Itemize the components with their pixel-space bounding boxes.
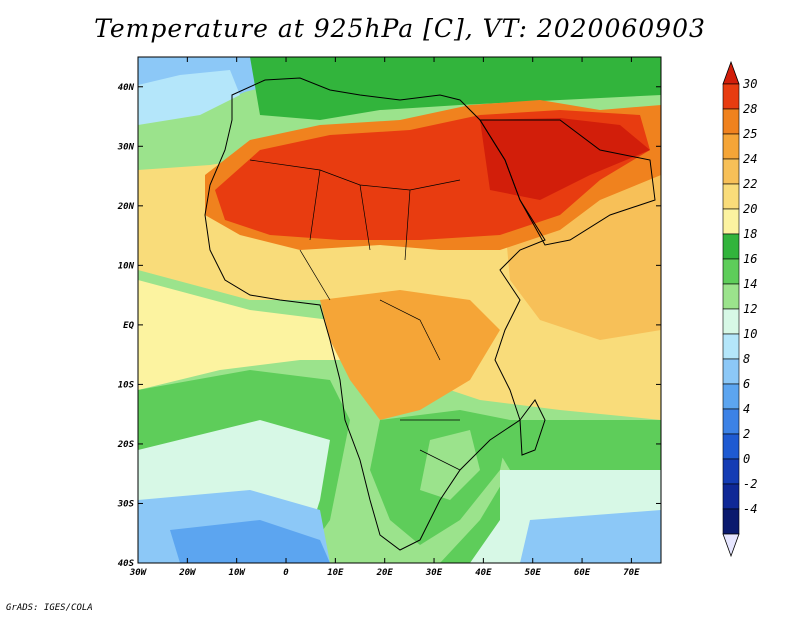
field-indian-ocean-south	[520, 510, 661, 563]
colorbar-level-label: -2	[743, 477, 757, 491]
lon-tick-label: 60E	[574, 568, 591, 578]
lat-tick-label: 40S	[118, 559, 135, 569]
colorbar-segment	[722, 158, 740, 185]
colorbar-segment	[722, 208, 740, 235]
colorbar-level-label: 30	[742, 77, 757, 91]
lon-tick-label: 20W	[178, 568, 197, 578]
colorbar-level-label: 14	[743, 277, 757, 291]
lon-tick-label: 0	[283, 568, 289, 578]
temperature-field	[138, 57, 661, 563]
lat-tick-label: 20S	[117, 440, 135, 450]
field-southern-ocean-cold	[170, 520, 330, 563]
plot-frame	[137, 56, 662, 564]
colorbar-bottom-arrow	[722, 533, 740, 558]
lon-tick-label: 40E	[475, 568, 492, 578]
colorbar-level-label: 28	[743, 102, 757, 116]
lat-tick-label: 10N	[118, 261, 135, 271]
colorbar-level-label: 22	[743, 177, 757, 191]
colorbar-level-label: 0	[743, 452, 750, 466]
lon-tick-label: 10E	[327, 568, 344, 578]
lon-tick-label: 20E	[376, 568, 394, 578]
colorbar-segment	[722, 108, 740, 135]
colorbar-segment	[722, 333, 740, 360]
country-borders	[249, 159, 461, 471]
field-central-africa	[320, 290, 500, 420]
colorbar-top-arrow	[722, 60, 740, 85]
field-arabia-core	[480, 118, 650, 200]
colorbar-level-label: 8	[743, 352, 750, 366]
lat-tick-label: EQ	[123, 321, 134, 331]
lon-tick-label: 30W	[129, 568, 148, 578]
colorbar-level-label: -4	[743, 502, 757, 516]
colorbar-level-label: 16	[743, 252, 757, 266]
colorbar-segment	[722, 383, 740, 410]
field-mediterranean	[250, 57, 661, 120]
axis-ticks: 30W 20W 10W 0 10E 20E 30E 40E 50E 60E 70E 40N 30N 20N…	[117, 57, 661, 578]
colorbar-segment	[722, 258, 740, 285]
field-equatorial-atlantic	[138, 280, 340, 390]
map-title: Temperature at 925hPa [C], VT: 202006090…	[94, 14, 706, 43]
lat-tick-label: 30N	[117, 142, 135, 152]
coastline-madagascar	[519, 399, 546, 456]
colorbar-segment	[722, 308, 740, 335]
colorbar-segment	[722, 233, 740, 260]
colorbar-segment	[722, 283, 740, 310]
colorbar-level-label: 12	[743, 302, 757, 316]
colorbar-segment	[722, 433, 740, 460]
coastline-africa	[204, 77, 546, 551]
colorbar-segment	[722, 133, 740, 160]
lon-tick-label: 70E	[623, 568, 640, 578]
colorbar-segment	[722, 483, 740, 510]
lat-tick-label: 40N	[118, 83, 135, 93]
lon-tick-label: 10W	[229, 568, 247, 578]
field-atlantic-cool	[138, 70, 240, 125]
colorbar-segment	[722, 508, 740, 535]
colorbar-segment	[722, 458, 740, 485]
lat-tick-label: 30S	[117, 499, 135, 509]
colorbar-level-label: 10	[743, 327, 757, 341]
colorbar-level-label: 6	[743, 377, 750, 391]
colorbar-level-label: 25	[743, 127, 757, 141]
lat-tick-label: 20N	[117, 202, 135, 212]
colorbar-level-label: 2	[743, 427, 750, 441]
colorbar-segment	[722, 358, 740, 385]
colorbar-level-label: 4	[743, 402, 750, 416]
credit-text: GrADS: IGES/COLA	[6, 603, 93, 613]
colorbar-segment	[722, 83, 740, 110]
colorbar-segment	[722, 183, 740, 210]
coastline-arabia	[479, 119, 656, 246]
colorbar-segment	[722, 408, 740, 435]
colorbar-level-label: 18	[743, 227, 757, 241]
lon-tick-label: 30E	[425, 568, 443, 578]
lon-tick-label: 50E	[525, 568, 542, 578]
colorbar-level-label: 24	[743, 152, 757, 166]
colorbar-level-label: 20	[743, 202, 757, 216]
lat-tick-label: 10S	[118, 380, 135, 390]
